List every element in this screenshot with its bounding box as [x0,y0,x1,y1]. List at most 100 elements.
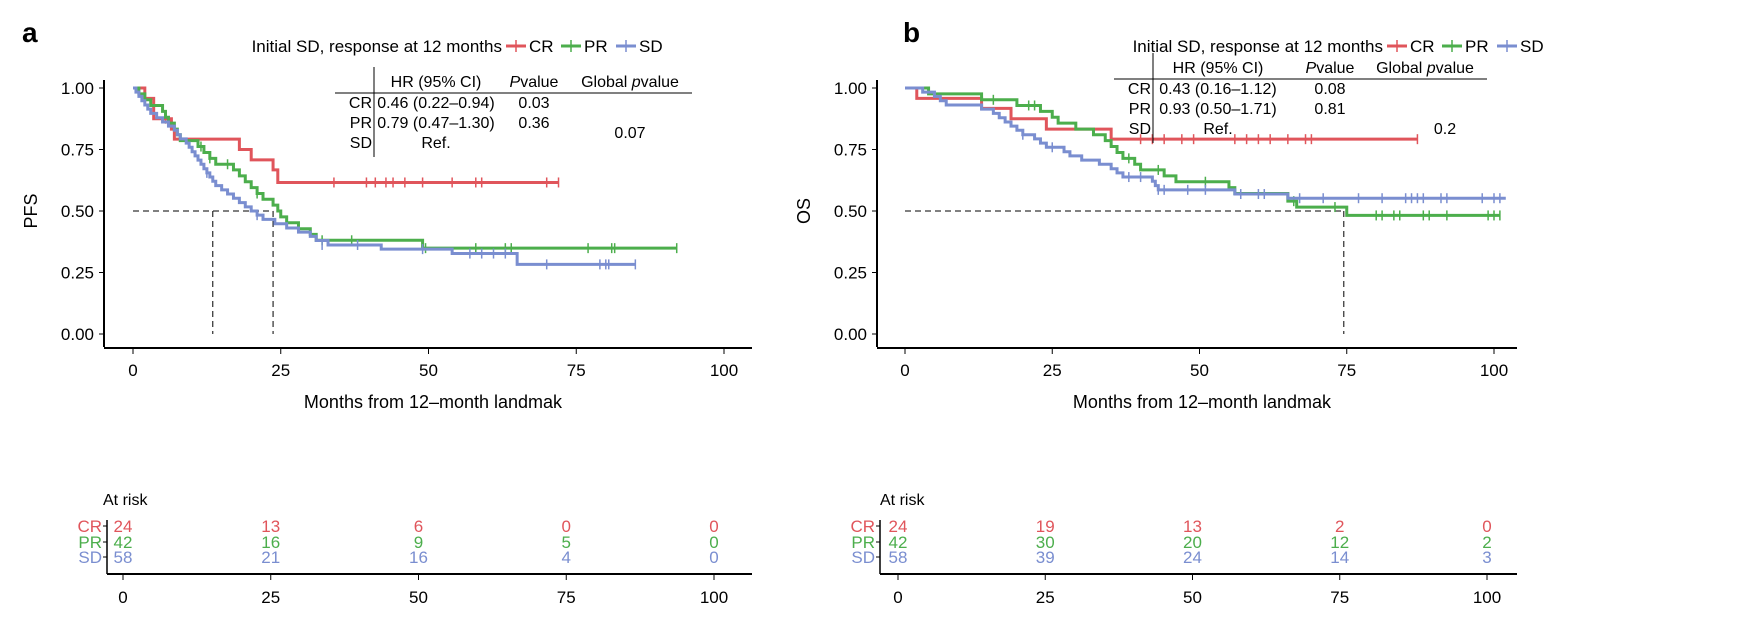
y-tick-label: 0.75 [834,141,867,160]
global-p-value: 0.2 [1434,121,1456,138]
risk-count: 4 [562,548,571,567]
hr-header: HR (95% CI) [1173,60,1264,77]
global-p-header: Global pvalue [1376,60,1474,77]
hr-row-p: 0.08 [1314,81,1345,98]
risk-x-tick-label: 25 [1036,588,1055,607]
legend: Initial SD, response at 12 months CR PR SD [252,37,663,56]
risk-x-tick-label: 100 [700,588,728,607]
x-axis-title: Months from 12–month landmak [304,392,563,412]
global-p-header-a: Global [581,74,632,91]
global-p-header-c: value [1436,60,1474,77]
p-header-italic: P [1306,60,1317,77]
hr-row-group: SD [1129,121,1151,138]
legend-title: Initial SD, response at 12 months [1133,37,1383,56]
risk-count: 42 [114,533,133,552]
at-risk-label: At risk [103,492,148,509]
risk-count: 6 [414,517,423,536]
legend-label: SD [1520,37,1544,56]
risk-x-tick-label: 75 [557,588,576,607]
km-curve-pr [133,86,678,254]
risk-count: 0 [709,548,718,567]
risk-row-group: SD [78,548,102,567]
survival-line [905,86,1506,200]
risk-row-group: CR [850,517,875,536]
risk-row-group: CR [77,517,102,536]
survival-line [905,86,1418,141]
y-tick-label: 0.50 [834,202,867,221]
risk-count: 5 [562,533,571,552]
y-tick-label: 0.75 [61,141,94,160]
hr-row-group: SD [350,135,372,152]
risk-x-tick-label: 0 [893,588,902,607]
hr-row-value: 0.46 (0.22–0.94) [377,95,494,112]
risk-count: 58 [114,548,133,567]
risk-count: 24 [889,517,908,536]
survival-line [133,86,636,266]
risk-x-tick-label: 75 [1330,588,1349,607]
risk-count: 9 [414,533,423,552]
risk-x-tick-label: 100 [1473,588,1501,607]
risk-x-tick-label: 50 [1183,588,1202,607]
at-risk-label: At risk [880,492,925,509]
global-p-header-c: value [641,74,679,91]
legend-key-sd: SD [616,37,663,56]
legend-label: PR [1465,37,1489,56]
hr-row-group: PR [350,115,372,132]
legend-label: CR [1410,37,1435,56]
hr-row-p: 0.81 [1314,101,1345,118]
km-curve-cr [905,86,1419,145]
global-p-header-b: p [631,74,641,91]
risk-row-group: PR [78,533,102,552]
legend-title: Initial SD, response at 12 months [252,37,502,56]
risk-count: 19 [1036,517,1055,536]
risk-count: 16 [261,533,280,552]
p-header-rest: value [520,74,558,91]
risk-x-tick-label: 50 [409,588,428,607]
y-axis-title: OS [794,198,814,224]
hr-row-p: 0.03 [518,95,549,112]
y-tick-label: 1.00 [61,79,94,98]
x-axis-title: Months from 12–month landmak [1073,392,1332,412]
hr-row-group: CR [1128,81,1151,98]
x-tick-label: 75 [1337,361,1356,380]
risk-count: 0 [1482,517,1491,536]
panel-label: b [903,17,920,48]
risk-count: 42 [889,533,908,552]
legend-label: CR [529,37,554,56]
global-p-header-a: Global [1376,60,1427,77]
legend-label: SD [639,37,663,56]
risk-count: 14 [1330,548,1349,567]
risk-count: 39 [1036,548,1055,567]
km-curve-sd [905,86,1506,204]
hr-row-group: CR [349,95,372,112]
p-header-italic: P [510,74,521,91]
risk-row-group: PR [851,533,875,552]
legend-key-cr: CR [506,37,554,56]
risk-count: 0 [562,517,571,536]
risk-count: 0 [709,533,718,552]
hr-row-value: 0.79 (0.47–1.30) [377,115,494,132]
y-tick-label: 0.25 [61,264,94,283]
risk-count: 13 [261,517,280,536]
legend-key-pr: PR [561,37,608,56]
risk-count: 24 [114,517,133,536]
hr-row-p: 0.36 [518,115,549,132]
risk-count: 16 [409,548,428,567]
x-tick-label: 50 [419,361,438,380]
y-tick-label: 0.00 [61,325,94,344]
risk-x-tick-label: 0 [118,588,127,607]
risk-row-group: SD [851,548,875,567]
risk-count: 2 [1335,517,1344,536]
global-p-value: 0.07 [614,125,645,142]
x-tick-label: 100 [710,361,738,380]
p-header-rest: value [1316,60,1354,77]
x-tick-label: 25 [271,361,290,380]
hr-row-value: 0.43 (0.16–1.12) [1159,81,1276,98]
risk-count: 24 [1183,548,1202,567]
p-header: Pvalue [510,74,559,91]
legend-key-cr: CR [1387,37,1435,56]
x-tick-label: 75 [567,361,586,380]
p-header: Pvalue [1306,60,1355,77]
hr-row-value: Ref. [1203,121,1232,138]
